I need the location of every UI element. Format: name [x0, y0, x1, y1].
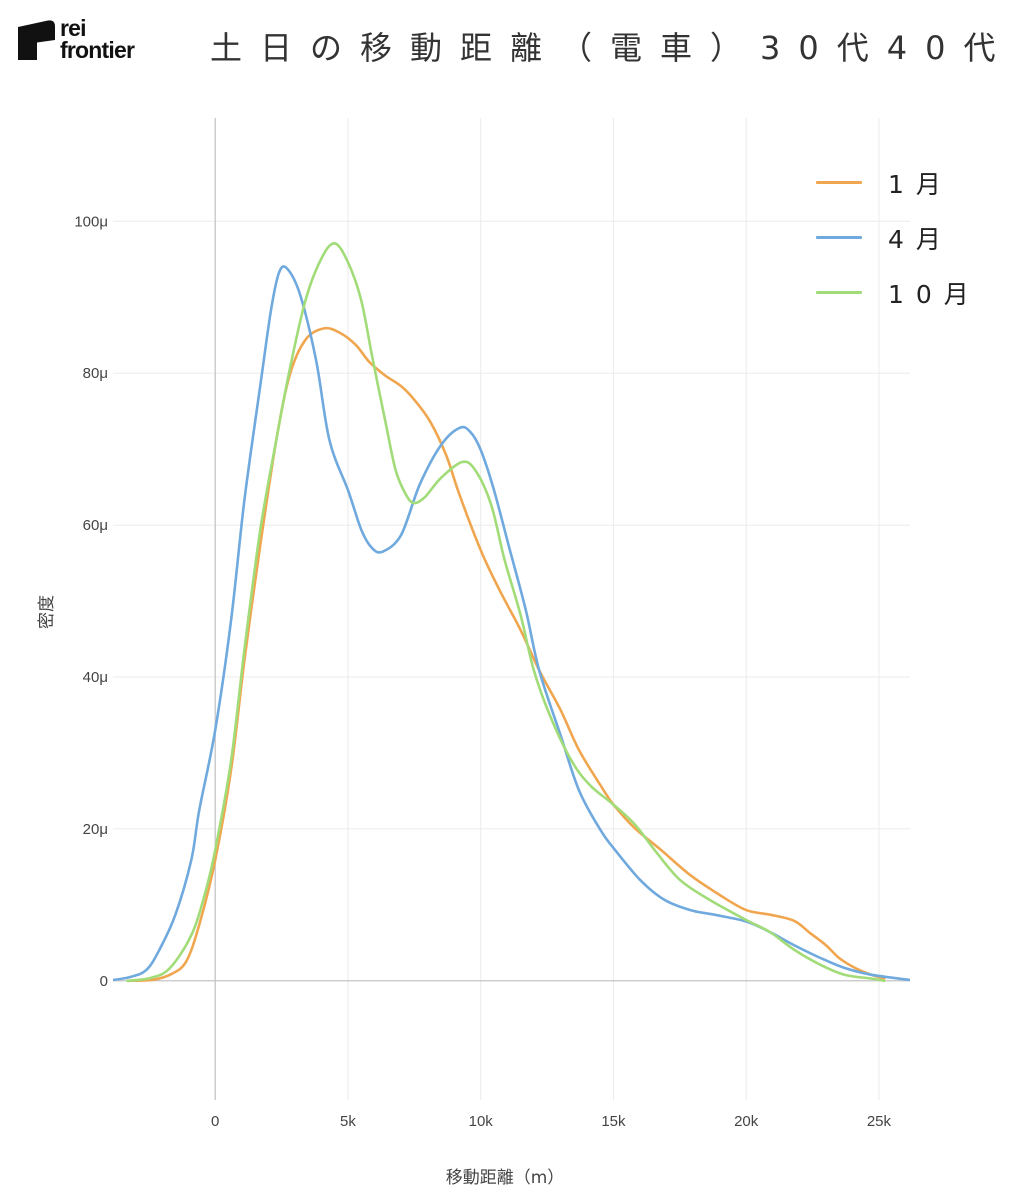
y-tick-label: 60μ [83, 517, 108, 534]
x-tick-label: 0 [211, 1113, 219, 1130]
axis-tick-labels: 0 5k 10k 15k 20k 25k 0 20μ 40μ 60μ 80μ 100μ [74, 213, 891, 1130]
y-tick-label: 40μ [83, 669, 108, 686]
y-tick-label: 20μ [83, 821, 108, 838]
grid-layer [113, 118, 910, 1100]
logo-mark-icon [18, 20, 55, 60]
density-curve-2 [113, 265, 910, 982]
logo-text-rei: rei [60, 15, 87, 41]
legend-label: 4月 [888, 224, 953, 254]
brand-logo: rei frontier [18, 16, 148, 64]
x-axis-title: 移動距離（m） [446, 1168, 565, 1188]
x-tick-label: 20k [734, 1113, 759, 1130]
density-curve-1 [126, 326, 886, 983]
density-curve-3 [126, 242, 886, 983]
legend: 1月 4月 10月 [816, 155, 1024, 320]
x-tick-label: 10k [469, 1113, 494, 1130]
legend-item-1[interactable]: 1月 [816, 155, 1024, 210]
y-tick-label: 80μ [83, 365, 108, 382]
zero-lines [113, 118, 910, 1100]
x-tick-label: 15k [601, 1113, 626, 1130]
legend-swatch [816, 181, 862, 184]
y-tick-label: 100μ [74, 213, 108, 230]
plot-traces [113, 242, 910, 983]
chart-title: 土日の移動距離（電車）30代40代 [210, 29, 1014, 67]
x-tick-label: 25k [867, 1113, 892, 1130]
logo-wordmark: rei frontier [60, 15, 135, 63]
logo-text-frontier: frontier [60, 37, 135, 63]
legend-item-2[interactable]: 4月 [816, 210, 1024, 265]
legend-swatch [816, 291, 862, 294]
y-tick-label: 0 [100, 973, 108, 990]
legend-label: 1月 [888, 169, 953, 199]
x-tick-label: 5k [340, 1113, 356, 1130]
legend-label: 10月 [888, 279, 981, 309]
legend-swatch [816, 236, 862, 239]
y-axis-title: 密度 [37, 595, 57, 629]
legend-item-3[interactable]: 10月 [816, 265, 1024, 320]
